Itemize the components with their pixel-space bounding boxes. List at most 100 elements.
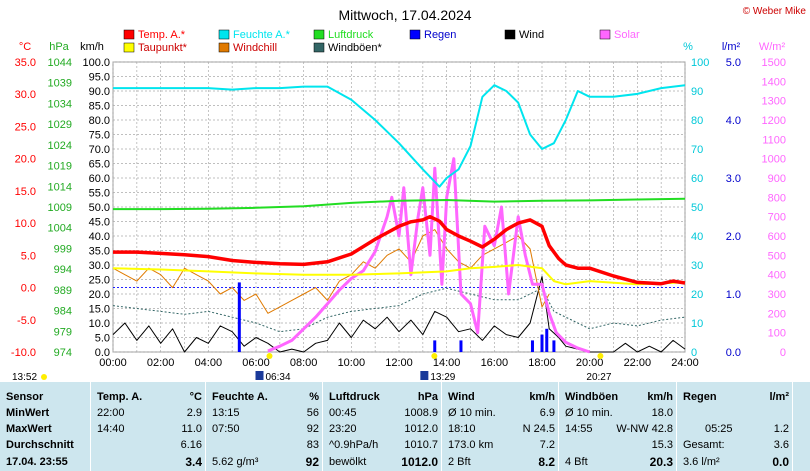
solar-tick: 0 bbox=[780, 347, 786, 359]
sunrise-marker-label: 06:34 bbox=[266, 372, 291, 382]
solar-tick: 1400 bbox=[762, 76, 786, 88]
rain-bar bbox=[545, 328, 549, 352]
cell: bewölkt bbox=[329, 456, 367, 468]
cell: N 24.5 bbox=[522, 423, 555, 435]
solar-tick: 600 bbox=[768, 231, 786, 243]
rain-bar bbox=[552, 340, 556, 352]
legend-label: Taupunkt* bbox=[138, 42, 188, 54]
legend-label: Regen bbox=[424, 29, 456, 41]
sunset-marker bbox=[597, 353, 604, 359]
cell: 00:45 bbox=[329, 407, 357, 419]
cell: ^0.9hPa/h bbox=[329, 439, 379, 451]
row-label: Durchschnitt bbox=[6, 439, 74, 451]
solar-tick: 1500 bbox=[762, 57, 786, 69]
temp-tick: 35.0 bbox=[15, 57, 36, 69]
time-tick: 00:00 bbox=[99, 357, 127, 369]
pressure-tick: 1004 bbox=[48, 223, 72, 235]
humidity-tick: 30 bbox=[691, 260, 703, 272]
temp-tick: 15.0 bbox=[15, 186, 36, 198]
rain-header: Regen bbox=[683, 391, 717, 403]
cell: 14:55 bbox=[565, 423, 593, 435]
time-tick: 16:00 bbox=[481, 357, 509, 369]
cell: 07:50 bbox=[212, 423, 240, 435]
humidity-column: Feuchte A.% 13:15 56 07:50 92 83 5.62 g/m³… bbox=[206, 382, 322, 471]
wind-tick: 20.0 bbox=[89, 289, 110, 301]
row-label: MaxWert bbox=[6, 423, 52, 435]
luftdruck-line bbox=[113, 197, 686, 211]
cell: 6.16 bbox=[180, 439, 202, 451]
wind-column: Wind km/h Ø 10 min. 6.9 18:10 N 24.5 173.0 … bbox=[442, 382, 558, 471]
legend-label: Temp. A.* bbox=[138, 29, 186, 41]
rain-bar bbox=[237, 282, 241, 352]
axes: °C hPa km/h% l/m² W/m² 35.0 30.0 25.0 20.0 15.0 10… bbox=[11, 41, 786, 369]
cell: 05:25 bbox=[705, 423, 733, 435]
time-tick: 04:00 bbox=[195, 357, 223, 369]
humidity-unit-label: % bbox=[683, 41, 693, 53]
time-tick: 14:00 bbox=[433, 357, 461, 369]
temp-tick: 5.0 bbox=[21, 250, 36, 262]
time-tick: 24:00 bbox=[671, 357, 699, 369]
press-unit: hPa bbox=[417, 391, 438, 403]
humidity-tick: 70 bbox=[691, 144, 703, 156]
solar-tick: 700 bbox=[768, 212, 786, 224]
legend-swatch bbox=[218, 42, 230, 53]
cell: Ø 10 min. bbox=[448, 407, 496, 419]
cell: 11.0 bbox=[181, 423, 202, 435]
cell: 0.0 bbox=[772, 455, 789, 469]
noon-marker-label: 13:29 bbox=[430, 372, 455, 382]
solar-tick: 400 bbox=[768, 270, 786, 282]
pressure-column: Luftdruck hPa 00:45 1008.9 23:20 1012.0 ^0.… bbox=[323, 382, 441, 471]
temp-unit-label: °C bbox=[19, 41, 31, 53]
cell: 92 bbox=[305, 455, 319, 469]
wind-tick: 70.0 bbox=[89, 144, 110, 156]
temp-header: Temp. A. bbox=[97, 391, 143, 403]
cell: 92 bbox=[306, 423, 319, 435]
wind-tick: 60.0 bbox=[89, 173, 110, 185]
cell: 56 bbox=[306, 407, 319, 419]
wind-tick: 0.0 bbox=[95, 347, 110, 359]
wind-tick: 85.0 bbox=[89, 101, 110, 113]
rain-tick: 4.0 bbox=[726, 115, 741, 127]
wind-tick: 75.0 bbox=[89, 130, 110, 142]
legend-label: Wind bbox=[519, 29, 544, 41]
cell: 3.4 bbox=[185, 455, 202, 469]
taupunkt-line bbox=[112, 264, 686, 286]
legend-label: Windböen* bbox=[328, 42, 383, 54]
legend-swatch bbox=[599, 29, 611, 40]
temp-tick: 10.0 bbox=[15, 218, 36, 230]
solar-tick: 900 bbox=[768, 173, 786, 185]
noon-marker-icon bbox=[420, 371, 429, 380]
solar-unit-label: W/m² bbox=[759, 41, 786, 53]
pressure-tick: 1044 bbox=[48, 57, 72, 69]
cell: 23:20 bbox=[329, 423, 357, 435]
time-tick: 22:00 bbox=[624, 357, 652, 369]
humidity-tick: 50 bbox=[691, 202, 703, 214]
rain-tick: 1.0 bbox=[726, 289, 741, 301]
humidity-tick: 0 bbox=[691, 347, 697, 359]
cell: 22:00 bbox=[97, 407, 125, 419]
cell: 13:15 bbox=[212, 407, 240, 419]
wind-tick: 15.0 bbox=[89, 304, 110, 316]
time-tick: 20:00 bbox=[576, 357, 604, 369]
rain-unit-label: l/m² bbox=[722, 41, 741, 53]
wind-tick: 65.0 bbox=[89, 159, 110, 171]
legend-label: Feuchte A.* bbox=[233, 29, 291, 41]
windchill-line bbox=[112, 229, 550, 314]
cell: 8.2 bbox=[538, 455, 555, 469]
sunrise-marker-icon bbox=[255, 371, 264, 380]
weather-chart: Mittwoch, 17.04.2024 © Weber Mike Temp. … bbox=[11, 6, 807, 382]
solar-tick: 1100 bbox=[762, 134, 786, 146]
temp-tick: 30.0 bbox=[15, 89, 36, 101]
pressure-tick: 1034 bbox=[48, 98, 72, 110]
temp-tick: 25.0 bbox=[15, 121, 36, 133]
legend-swatch bbox=[218, 29, 230, 40]
press-header: Luftdruck bbox=[329, 391, 380, 403]
cell: Gesamt: bbox=[683, 439, 725, 451]
sun-times: 06:34 13:29 20:27 13:52 bbox=[12, 353, 612, 382]
rain-tick: 3.0 bbox=[726, 173, 741, 185]
pressure-unit-label: hPa bbox=[49, 41, 69, 53]
pressure-tick: 979 bbox=[54, 326, 72, 338]
cell: 20.3 bbox=[649, 455, 673, 469]
hum-header: Feuchte A. bbox=[212, 391, 268, 403]
legend-label: Solar bbox=[614, 29, 640, 41]
